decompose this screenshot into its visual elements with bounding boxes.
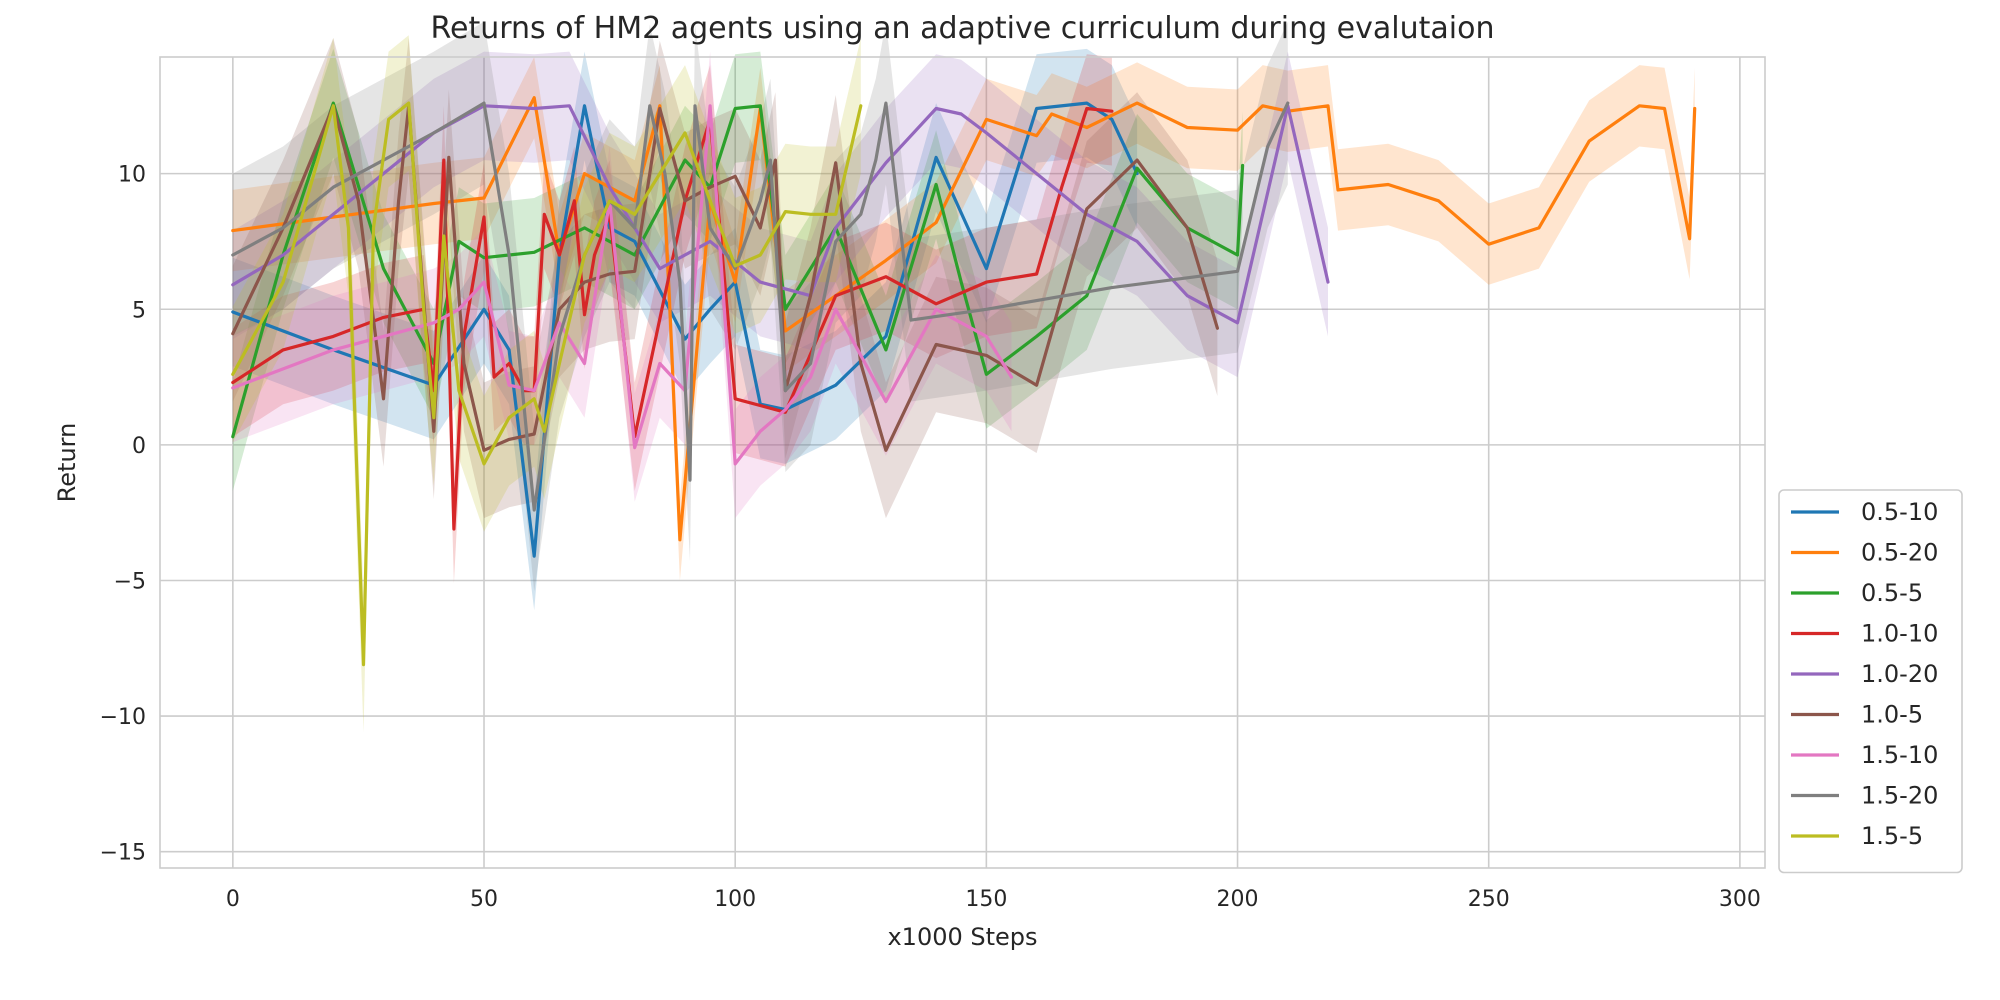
x-axis-ticks: 0 50 100 150 200 250 300 <box>226 887 1761 912</box>
x-tick-label: 150 <box>965 887 1007 912</box>
legend: 0.5-10 0.5-20 0.5-5 1.0-10 1.0-20 1.0-5 1.5-10… <box>1778 489 1963 874</box>
legend-label-0.5-10: 0.5-10 <box>1861 498 1938 526</box>
legend-label-1.0-5: 1.0-5 <box>1861 701 1923 729</box>
legend-label-0.5-20: 0.5-20 <box>1861 539 1938 567</box>
band-0.5-10 <box>232 48 1138 611</box>
y-axis-ticks: −15 −10 −5 0 5 10 <box>100 163 146 866</box>
band-0.5-5 <box>232 48 1243 492</box>
y-tick-label: 5 <box>132 298 146 323</box>
y-tick-label: −15 <box>100 841 146 866</box>
legend-box <box>1778 489 1963 874</box>
legend-label-1.5-5: 1.5-5 <box>1861 822 1923 850</box>
legend-label-1.5-10: 1.5-10 <box>1861 741 1938 769</box>
confidence-bands <box>232 21 1695 733</box>
band-1.0-5 <box>232 38 1218 519</box>
y-tick-label: −5 <box>114 569 146 594</box>
series-line-1.0-10 <box>231 106 1114 531</box>
y-tick-label: 10 <box>118 163 146 188</box>
series-line-1.0-5 <box>231 104 1220 452</box>
x-tick-label: 50 <box>470 887 498 912</box>
x-tick-label: 0 <box>226 887 240 912</box>
band-1.5-10 <box>232 51 1012 519</box>
y-tick-label: −10 <box>100 705 146 730</box>
band-1.0-20 <box>232 51 1328 378</box>
y-axis-label: Return <box>53 423 81 503</box>
legend-label-1.0-10: 1.0-10 <box>1861 620 1938 648</box>
y-tick-label: 0 <box>132 434 146 459</box>
legend-label-1.5-20: 1.5-20 <box>1861 782 1938 810</box>
x-tick-label: 100 <box>714 887 756 912</box>
series-line-1.5-5 <box>231 101 863 667</box>
series-line-0.5-10 <box>231 101 1139 558</box>
x-tick-label: 300 <box>1719 887 1761 912</box>
band-0.5-20 <box>232 57 1695 581</box>
band-1.5-20 <box>232 21 1288 592</box>
chart-title: Returns of HM2 agents using an adaptive … <box>431 11 1495 46</box>
series-lines <box>231 96 1697 667</box>
series-line-0.5-20 <box>231 96 1697 542</box>
plot-frame <box>159 56 1766 869</box>
x-tick-label: 200 <box>1217 887 1259 912</box>
x-tick-label: 250 <box>1468 887 1510 912</box>
legend-label-1.0-20: 1.0-20 <box>1861 660 1938 688</box>
band-1.5-5 <box>232 35 861 733</box>
x-axis-label: x1000 Steps <box>887 923 1037 951</box>
series-line-1.5-20 <box>231 101 1290 512</box>
legend-label-0.5-5: 0.5-5 <box>1861 579 1923 607</box>
